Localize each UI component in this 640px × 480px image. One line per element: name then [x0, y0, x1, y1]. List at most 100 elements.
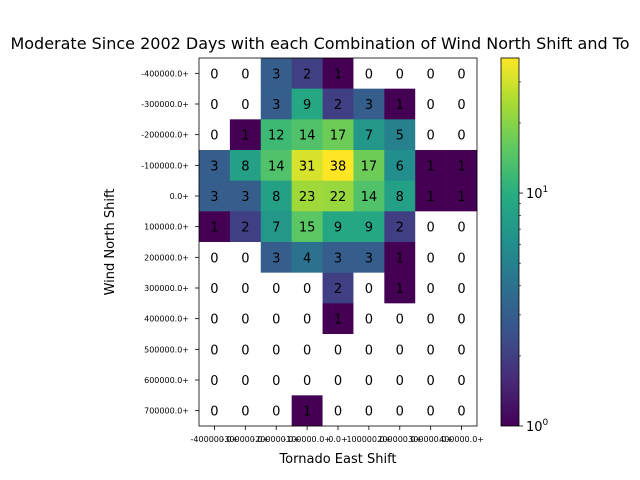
heatmap-cell [322, 242, 354, 273]
heatmap-cell [353, 395, 385, 427]
x-tick-label: 200000.0+ [377, 435, 422, 444]
heatmap-cell [415, 150, 447, 181]
heatmap-cell [415, 395, 447, 427]
cell-value-label: 0 [210, 251, 218, 266]
cell-value-label: 22 [330, 190, 347, 205]
heatmap-cell [322, 88, 354, 120]
cell-value-label: 0 [210, 343, 218, 358]
cell-value-label: 0 [457, 251, 465, 266]
cell-value-label: 2 [396, 221, 404, 236]
x-tick-label: 400000.0+ [439, 435, 484, 444]
heatmap-cell [353, 303, 385, 335]
y-tick-label: 700000.0+ [144, 407, 189, 416]
heatmap-cell [384, 272, 416, 304]
heatmap-cell [353, 150, 385, 181]
heatmap-cell [384, 58, 416, 89]
cell-value-label: 38 [330, 159, 347, 174]
heatmap-cell [415, 119, 447, 151]
heatmap-cell [260, 334, 292, 365]
cell-value-label: 0 [457, 313, 465, 328]
heatmap-cell [384, 88, 416, 120]
heatmap-cell [322, 180, 354, 212]
cell-value-label: 0 [396, 374, 404, 389]
heatmap-cell [229, 180, 262, 212]
y-tick-label: -100000.0+ [141, 161, 189, 170]
heatmap-cell [384, 211, 416, 243]
cell-value-label: 3 [365, 98, 373, 113]
cell-value-label: 3 [272, 98, 280, 113]
cell-value-label: 8 [241, 159, 249, 174]
cell-value-label: 15 [299, 221, 316, 236]
heatmap-cell [260, 272, 292, 304]
cell-value-label: 0 [334, 405, 342, 420]
cell-value-label: 0 [427, 251, 435, 266]
cell-value-label: 2 [334, 282, 342, 297]
cell-value-label: 0 [272, 374, 280, 389]
cell-value-label: 0 [210, 67, 218, 82]
heatmap-cell [446, 364, 478, 396]
heatmap-cell [322, 364, 354, 396]
cell-value-label: 0 [365, 405, 373, 420]
cell-value-label: 0 [457, 343, 465, 358]
y-tick-label: 400000.0+ [144, 315, 189, 324]
cell-value-label: 8 [272, 190, 280, 205]
heatmap-cell [291, 88, 323, 120]
heatmap-cell [353, 364, 385, 396]
x-tick-label: -300000.0+ [221, 435, 269, 444]
colorbar [500, 57, 520, 427]
colorbar-ticks: 100 101 [519, 81, 549, 435]
cell-value-label: 14 [268, 159, 285, 174]
cell-value-label: 0 [241, 343, 249, 358]
cell-value-label: 0 [241, 374, 249, 389]
heatmap-cell [384, 119, 416, 151]
cell-value-label: 0 [457, 98, 465, 113]
heatmap-cell [415, 242, 447, 273]
heatmap-cell [384, 150, 416, 181]
cell-value-label: 0 [427, 313, 435, 328]
cell-value-label: 0 [396, 67, 404, 82]
y-tick-label: 300000.0+ [144, 284, 189, 293]
heatmap-cell [353, 272, 385, 304]
heatmap-cell [446, 88, 478, 120]
heatmap-cell [322, 395, 354, 427]
cell-value-label: 0 [365, 67, 373, 82]
chart-title: Moderate Since 2002 Days with each Combi… [10, 34, 629, 53]
cell-value-label: 0 [241, 313, 249, 328]
heatmap-cell [384, 242, 416, 273]
x-tick-label: 100000.0+ [346, 435, 391, 444]
heatmap-cell [384, 180, 416, 212]
cell-value-label: 0 [457, 405, 465, 420]
heatmap-cell [229, 150, 262, 181]
cell-value-label: 0 [427, 67, 435, 82]
cell-value-label: 5 [396, 129, 404, 144]
cell-value-label: 0 [365, 343, 373, 358]
heatmap-cell [415, 272, 447, 304]
heatmap-cell [415, 88, 447, 120]
cell-value-label: 0 [427, 343, 435, 358]
heatmap-cell [260, 395, 292, 427]
cell-value-label: 0 [427, 221, 435, 236]
heatmap-cell [199, 242, 231, 273]
heatmap-cell [353, 180, 385, 212]
heatmap-cell [446, 119, 478, 151]
heatmap-cell [260, 88, 292, 120]
cell-value-label: 0 [272, 282, 280, 297]
colorbar-tick-label: 101 [526, 185, 548, 202]
x-axis-label: Tornado East Shift [278, 452, 396, 467]
cell-value-label: 7 [272, 221, 280, 236]
cell-value-label: 17 [330, 129, 347, 144]
cell-value-label: 0 [334, 374, 342, 389]
heatmap-cell [322, 303, 354, 335]
y-tick-label: -300000.0+ [141, 100, 189, 109]
cell-value-label: 2 [334, 98, 342, 113]
cell-value-label: 4 [303, 251, 311, 266]
heatmap-cell [199, 211, 231, 243]
heatmap-cell [353, 211, 385, 243]
heatmap-cell [353, 119, 385, 151]
heatmap-cell [353, 242, 385, 273]
cell-value-label: 9 [365, 221, 373, 236]
heatmap-cell [229, 211, 262, 243]
cell-value-label: 12 [268, 129, 285, 144]
cell-value-label: 0 [303, 313, 311, 328]
